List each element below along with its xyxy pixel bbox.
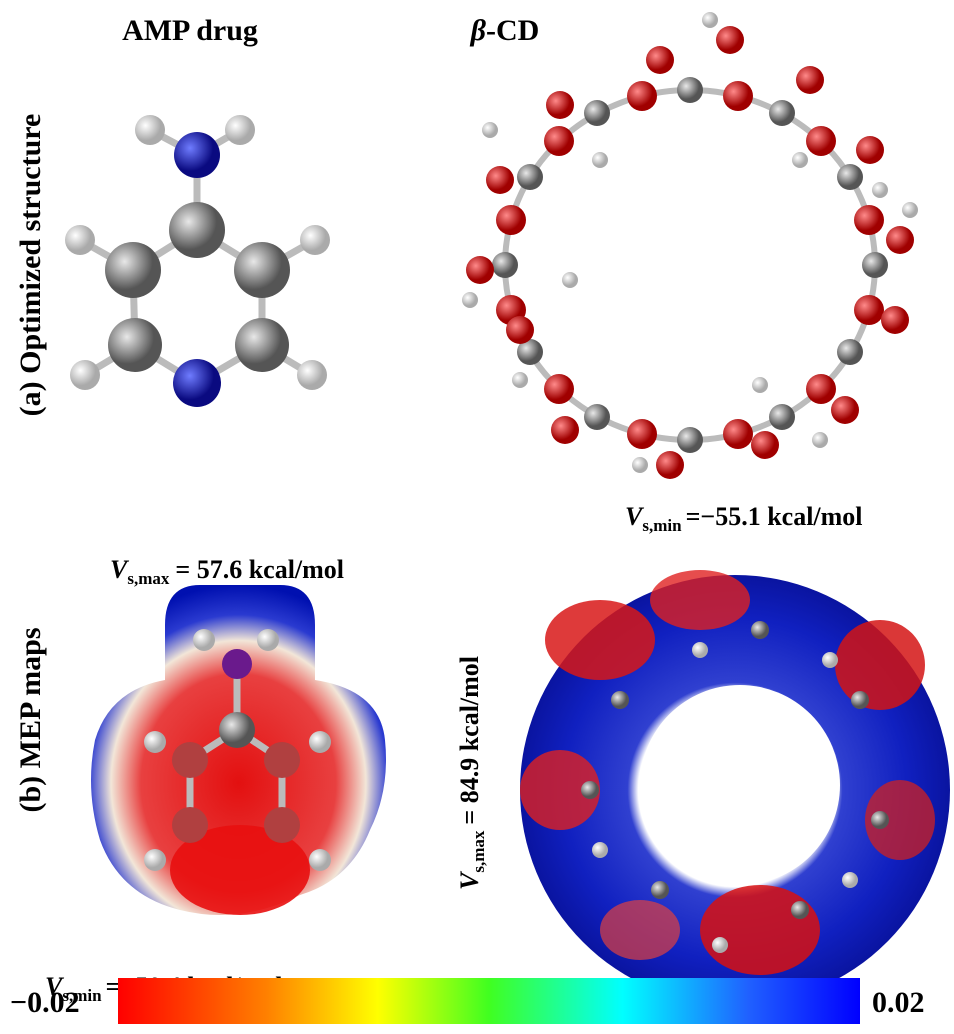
- colorbar-max-label: 0.02: [872, 986, 925, 1019]
- annotation: Vs,min=−55.1 kcal/mol: [625, 502, 863, 535]
- title-rest: -CD: [486, 14, 539, 47]
- title-symbol: β: [470, 14, 487, 47]
- annotation-subscript: s,max: [127, 569, 170, 588]
- row-label: (a) Optimized structure: [14, 114, 47, 417]
- amp-mep: [91, 585, 386, 915]
- annotation-text: =−55.1 kcal/mol: [686, 502, 863, 531]
- figure: AMP drug β-CD (a) Optimized structure (b…: [0, 0, 954, 1034]
- column-title: β-CD: [470, 14, 540, 47]
- bcd-mep: [520, 570, 950, 1005]
- row-label: (b) MEP maps: [14, 627, 47, 812]
- column-title: AMP drug: [122, 14, 258, 47]
- colorbar: [118, 978, 860, 1024]
- bcd-structure: [462, 12, 918, 479]
- annotation-subscript: s,min: [642, 516, 682, 535]
- annotation-subscript: s,max: [469, 830, 488, 873]
- annotation: Vs,max= 84.9 kcal/mol: [455, 656, 488, 890]
- annotation: Vs,max= 57.6 kcal/mol: [110, 555, 344, 588]
- annotation-text: = 84.9 kcal/mol: [455, 656, 484, 825]
- annotation-text: = 57.6 kcal/mol: [175, 555, 344, 584]
- amp-structure: [65, 115, 330, 407]
- colorbar-min-label: −0.02: [10, 986, 80, 1019]
